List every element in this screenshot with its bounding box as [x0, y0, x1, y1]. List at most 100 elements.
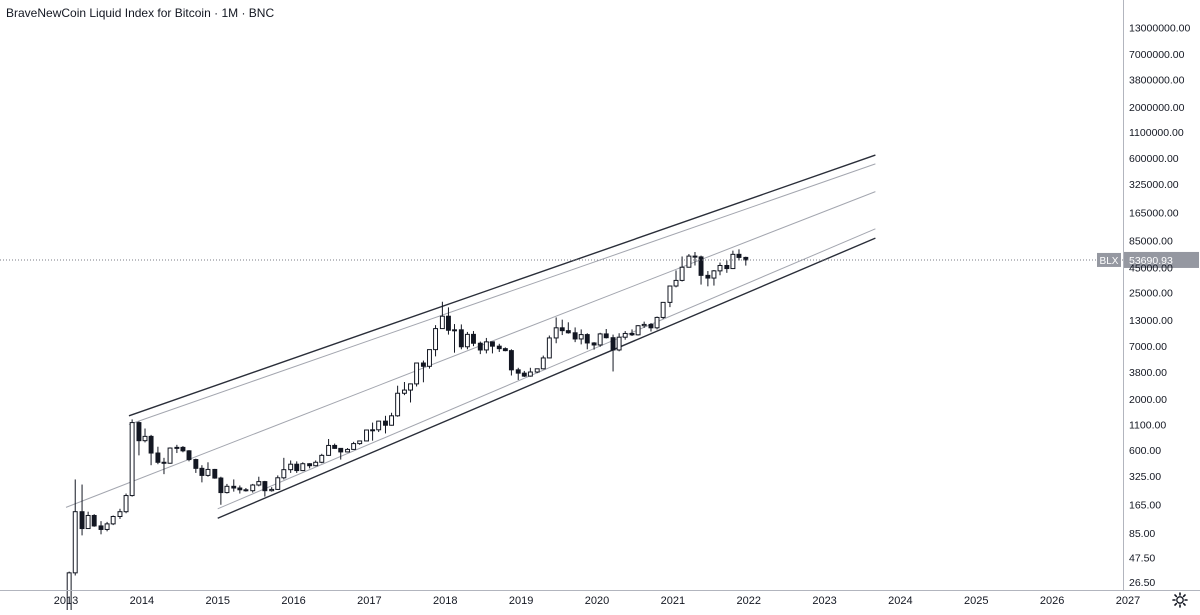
- candle-body: [534, 368, 540, 373]
- candle-body: [117, 511, 123, 517]
- channel-line-middle: [65, 191, 876, 508]
- candle: [180, 446, 186, 453]
- candle-body: [231, 485, 237, 489]
- candle: [629, 329, 635, 336]
- candle-body: [85, 514, 91, 530]
- candle: [300, 462, 306, 472]
- candle: [622, 331, 628, 340]
- candle: [395, 385, 401, 417]
- candle-body: [110, 515, 116, 525]
- candle: [231, 479, 237, 492]
- y-tick-label: 600.00: [1129, 445, 1161, 457]
- gear-icon[interactable]: [1172, 592, 1188, 608]
- candle-body: [679, 266, 685, 281]
- candle: [243, 488, 249, 492]
- last-price-line: BLX 53690.93: [0, 251, 1199, 268]
- candle-body: [603, 333, 609, 339]
- candle-body: [496, 345, 502, 350]
- y-tick-label: 47.50: [1129, 552, 1155, 564]
- candle-body: [616, 336, 622, 351]
- candle: [281, 457, 287, 480]
- candle: [616, 333, 622, 352]
- candle-body: [256, 481, 262, 486]
- candle: [79, 484, 85, 536]
- candle: [117, 508, 123, 519]
- candle-body: [736, 253, 742, 258]
- candle: [205, 462, 211, 477]
- candle: [736, 249, 742, 261]
- candle: [212, 468, 218, 479]
- candle: [635, 325, 641, 336]
- candle: [193, 458, 199, 473]
- candle: [104, 521, 110, 532]
- candle-body: [313, 461, 319, 467]
- candle: [483, 337, 489, 354]
- candle: [439, 301, 445, 330]
- candle: [477, 341, 483, 355]
- candle-body: [711, 270, 717, 279]
- candle-body: [401, 389, 407, 394]
- candle-body: [445, 315, 451, 331]
- candle: [307, 463, 313, 469]
- candle-body: [332, 444, 338, 449]
- candle: [433, 325, 439, 357]
- candle-body: [629, 332, 635, 336]
- candle-body: [262, 481, 268, 492]
- candle: [332, 443, 338, 449]
- x-tick-label: 2025: [964, 595, 988, 607]
- candle-body: [148, 435, 154, 454]
- candle: [660, 301, 666, 320]
- candle-body: [654, 316, 660, 329]
- candle: [167, 447, 173, 464]
- x-tick-label: 2026: [1040, 595, 1064, 607]
- candle: [174, 444, 180, 454]
- candle: [142, 428, 148, 443]
- x-tick-label: 2022: [736, 595, 760, 607]
- y-tick-label: 1100000.00: [1129, 127, 1184, 139]
- candle: [123, 493, 129, 514]
- candle-body: [98, 525, 104, 530]
- y-tick-label: 1100.00: [1129, 419, 1166, 431]
- candle: [408, 383, 413, 403]
- candle: [275, 475, 281, 490]
- candle-body: [338, 447, 344, 453]
- candle-body: [553, 327, 559, 339]
- candle-body: [414, 362, 420, 385]
- candle-body: [502, 348, 508, 352]
- candle: [546, 335, 552, 359]
- candle: [496, 343, 502, 352]
- y-tick-label: 600000.00: [1129, 153, 1179, 165]
- candle-body: [610, 337, 616, 351]
- candle-body: [717, 264, 723, 272]
- candle: [464, 331, 470, 350]
- candle-body: [724, 264, 730, 270]
- x-tick-label: 2019: [509, 595, 533, 607]
- x-tick-label: 2027: [1116, 595, 1140, 607]
- y-tick-label: 85.00: [1129, 528, 1155, 540]
- candle-body: [584, 334, 590, 344]
- candle-body: [237, 487, 243, 491]
- channel-line-upper: [128, 154, 876, 417]
- candle: [515, 367, 521, 380]
- y-tick-label: 325000.00: [1129, 179, 1179, 191]
- candle: [294, 461, 300, 473]
- candle-body: [673, 279, 679, 287]
- x-tick-label: 2018: [433, 595, 457, 607]
- candle-body: [250, 484, 256, 492]
- candle: [401, 382, 407, 396]
- candle: [237, 485, 243, 494]
- candle: [584, 333, 590, 350]
- candle: [534, 368, 540, 374]
- y-tick-label: 13000.00: [1129, 315, 1173, 327]
- candle: [256, 476, 262, 487]
- candle-body: [464, 333, 470, 348]
- y-tick-label: 85000.00: [1129, 236, 1173, 248]
- candle-body: [275, 477, 281, 490]
- candle-body: [370, 429, 376, 432]
- candle: [508, 349, 514, 376]
- candle: [91, 514, 97, 527]
- candle: [724, 260, 730, 273]
- candle-body: [692, 255, 698, 258]
- candle-body: [622, 332, 628, 338]
